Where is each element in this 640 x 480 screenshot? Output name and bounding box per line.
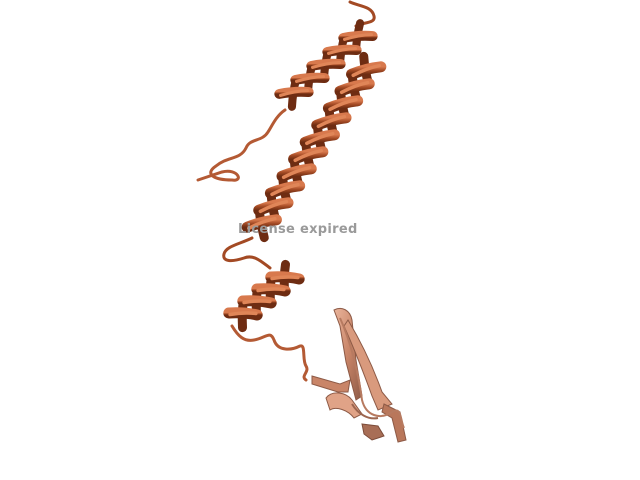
helix-turn-highlight	[328, 97, 358, 112]
helix-turn-highlight	[305, 131, 335, 146]
helix-turn-highlight	[242, 299, 272, 305]
loop-middle	[222, 236, 272, 270]
helix-turn-highlight	[339, 80, 370, 95]
helix-turn-highlight	[279, 88, 309, 98]
beta-sheet-domain	[311, 307, 407, 443]
helix-turn-highlight	[247, 216, 277, 231]
helix-b	[241, 51, 387, 243]
helix-turn-highlight	[256, 287, 286, 293]
helix-c	[223, 259, 305, 333]
helix-a	[274, 19, 378, 111]
helix-turn-highlight	[343, 32, 373, 42]
helix-turn-highlight	[281, 165, 312, 180]
helix-turn-highlight	[327, 46, 357, 56]
helix-turn-highlight	[258, 199, 289, 214]
helix-turn-highlight	[311, 60, 341, 70]
helix-turn-highlight	[270, 182, 300, 197]
helix-turn-highlight	[293, 148, 323, 163]
helix-turn-highlight	[295, 74, 325, 84]
helix-turn-highlight	[228, 311, 258, 317]
loop-left-upper	[196, 108, 287, 182]
helix-turn-highlight	[351, 63, 381, 78]
helix-turn-highlight	[270, 275, 300, 281]
loop-lower	[230, 324, 309, 382]
helix-turn-highlight	[316, 114, 347, 129]
license-expired-watermark: License expired	[238, 222, 358, 237]
